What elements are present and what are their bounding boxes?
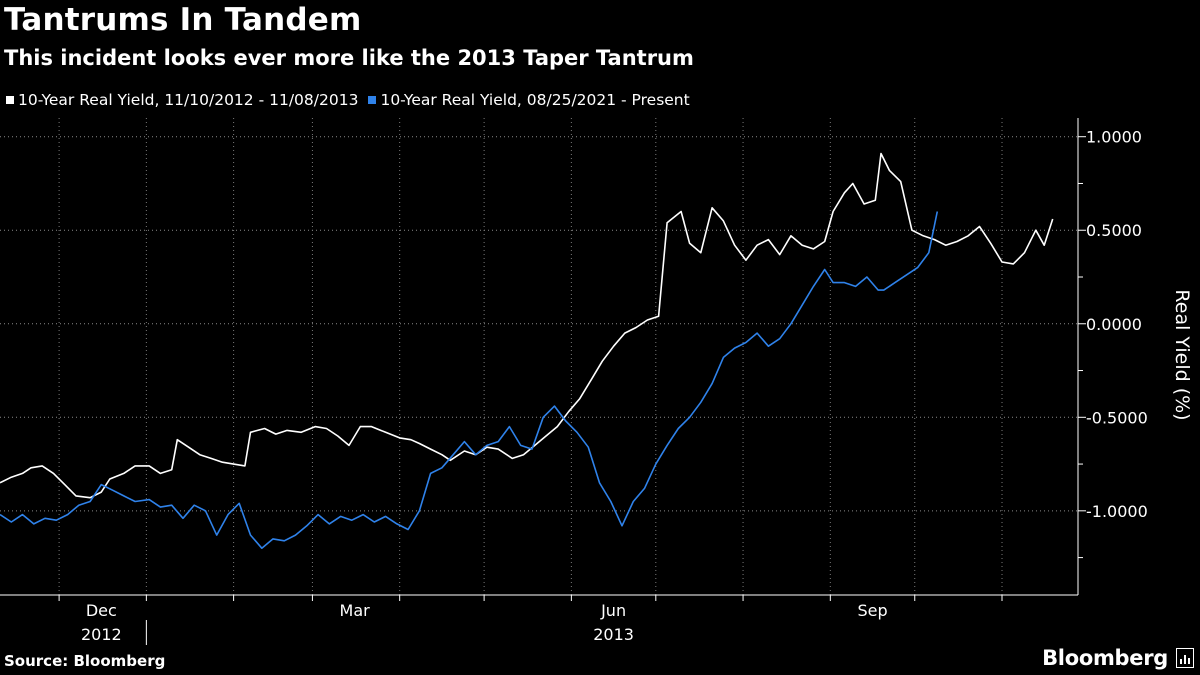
grid [0, 118, 1078, 595]
x-year-label: 2013 [593, 625, 634, 644]
x-tick-label: Dec [86, 601, 117, 620]
y-axis-label: Real Yield (%) [1171, 289, 1193, 420]
legend-label-2021: 10-Year Real Yield, 08/25/2021 - Present [380, 91, 690, 109]
legend-swatch-2013 [6, 96, 14, 104]
legend-item-2013: 10-Year Real Yield, 11/10/2012 - 11/08/2… [6, 91, 358, 109]
y-tick-label: -1.0000 [1086, 502, 1148, 521]
legend-label-2013: 10-Year Real Yield, 11/10/2012 - 11/08/2… [18, 91, 359, 109]
bloomberg-chart-icon [1176, 648, 1194, 668]
axes: 1.0000 0.5000 0.0000 -0.5000 -1.0000 Dec Mar Ju… [0, 118, 1148, 645]
x-tick-label: Mar [340, 601, 371, 620]
y-tick-label: 0.0000 [1086, 315, 1142, 334]
y-tick-label: -0.5000 [1086, 408, 1148, 427]
legend-swatch-2021 [368, 96, 377, 104]
chart-subtitle: This incident looks ever more like the 2… [4, 46, 694, 70]
series-line-1 [0, 211, 939, 549]
x-tick-label: Sep [857, 601, 887, 620]
y-tick-label: 0.5000 [1086, 221, 1142, 240]
legend-item-2021: 10-Year Real Yield, 08/25/2021 - Present [368, 91, 690, 109]
x-year-label: 2012 [81, 625, 122, 644]
legend: 10-Year Real Yield, 11/10/2012 - 11/08/2… [6, 91, 700, 109]
y-tick-label: 1.0000 [1086, 128, 1142, 147]
bloomberg-logo: Bloomberg [1042, 646, 1168, 670]
source-note: Source: Bloomberg [4, 652, 166, 670]
series-line-0 [0, 152, 1054, 499]
series-lines [0, 152, 1054, 549]
x-tick-label: Jun [600, 601, 626, 620]
chart-title: Tantrums In Tandem [4, 2, 362, 38]
